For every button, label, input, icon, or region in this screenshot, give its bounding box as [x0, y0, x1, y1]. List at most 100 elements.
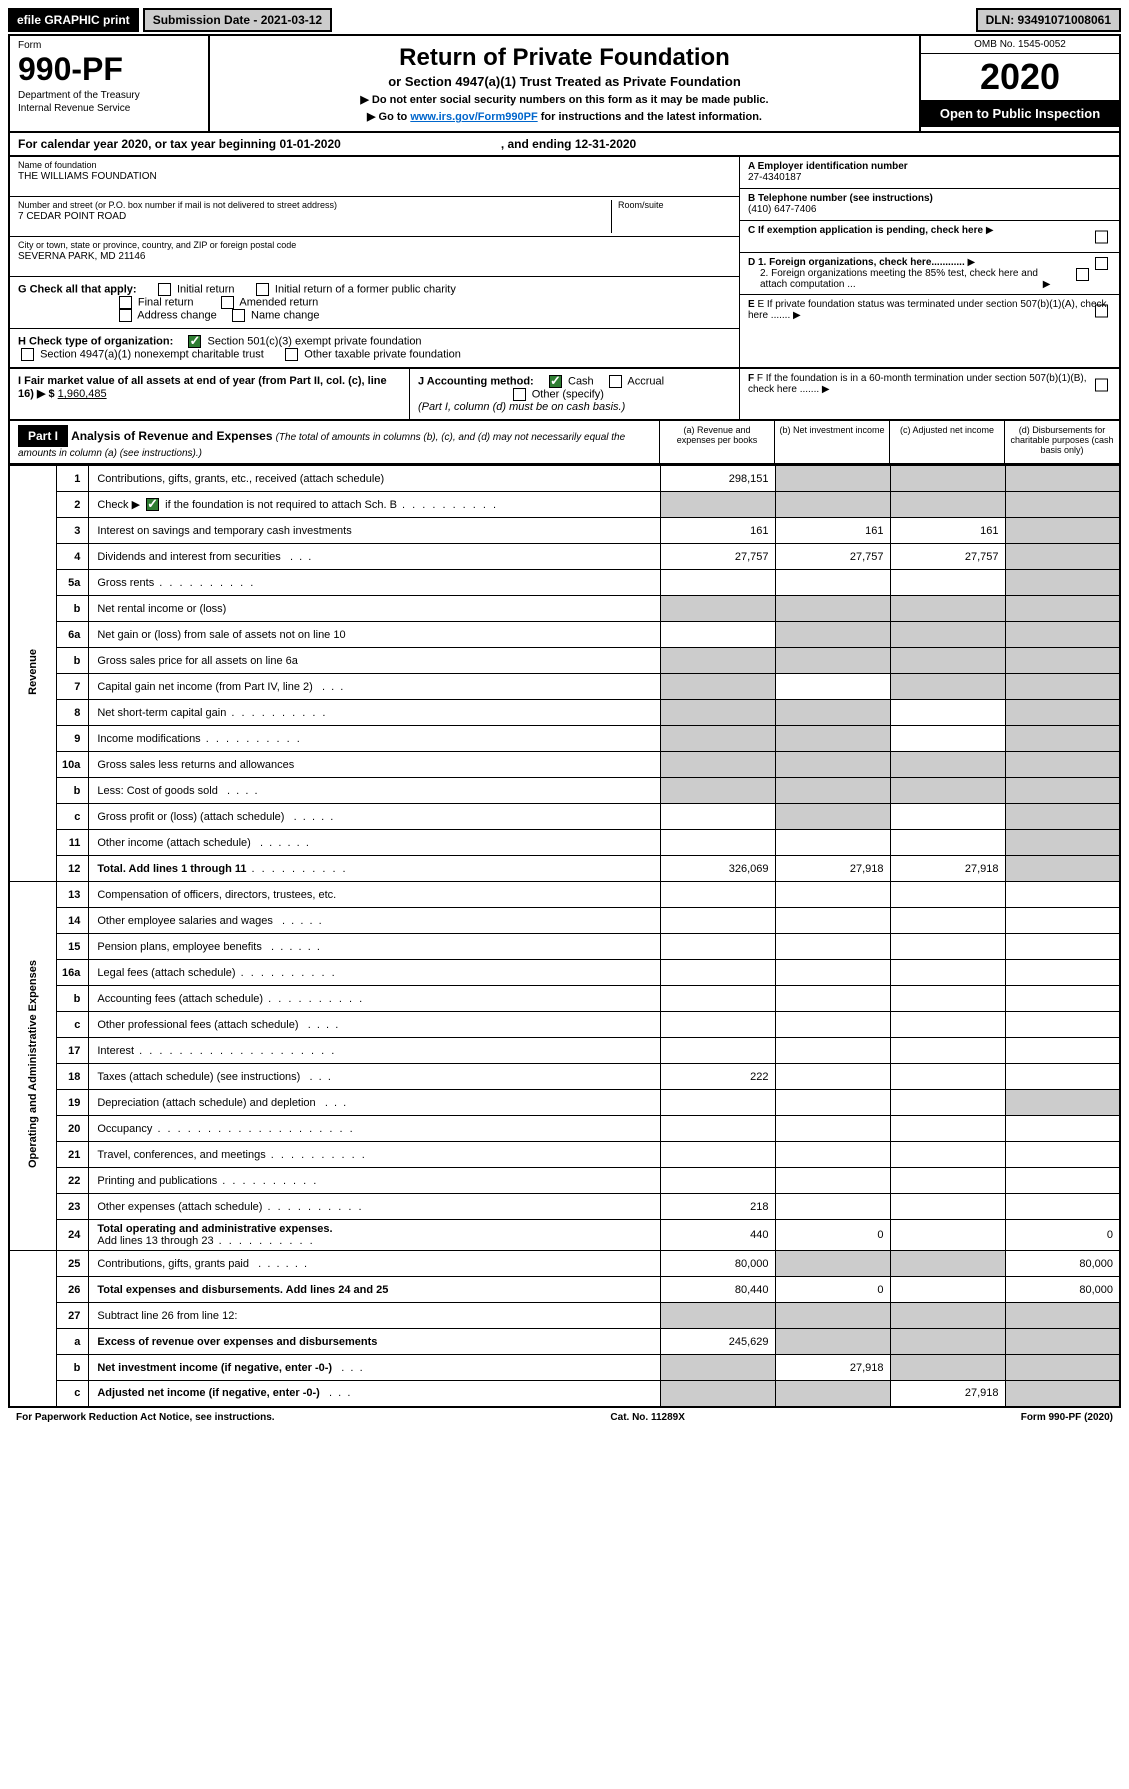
cell-d [1005, 1194, 1120, 1220]
cell-d [1005, 1012, 1120, 1038]
cell-a [660, 934, 775, 960]
accrual-checkbox[interactable] [609, 375, 622, 388]
f-checkbox[interactable] [1095, 379, 1108, 392]
row-desc: Total. Add lines 1 through 11 [89, 856, 660, 882]
table-row: 4 Dividends and interest from securities… [9, 544, 1120, 570]
ein-label: A Employer identification number [748, 161, 908, 172]
4947-checkbox[interactable] [21, 348, 34, 361]
row-desc: Gross rents [89, 570, 660, 596]
cell-b [775, 986, 890, 1012]
cell-d [1005, 674, 1120, 700]
row-desc: Interest on savings and temporary cash i… [89, 518, 660, 544]
501c3-checkbox[interactable] [188, 335, 201, 348]
cell-a [660, 830, 775, 856]
cell-b: 27,918 [775, 856, 890, 882]
form-label: Form [18, 40, 200, 51]
initial-former-label: Initial return of a former public charit… [275, 283, 456, 295]
row-desc: Subtract line 26 from line 12: [89, 1303, 660, 1329]
cell-d [1005, 804, 1120, 830]
e-checkbox[interactable] [1095, 305, 1108, 318]
main-table: Revenue 1 Contributions, gifts, grants, … [8, 465, 1121, 1408]
addr-change-label: Address change [137, 309, 217, 321]
dln: DLN: 93491071008061 [976, 8, 1121, 32]
cell-b: 27,757 [775, 544, 890, 570]
4947-label: Section 4947(a)(1) nonexempt charitable … [40, 348, 264, 360]
cell-a [660, 648, 775, 674]
cell-b [775, 882, 890, 908]
instructions-link[interactable]: www.irs.gov/Form990PF [410, 111, 537, 123]
cell-d [1005, 830, 1120, 856]
g-label: G Check all that apply: [18, 283, 137, 295]
j-label: J Accounting method: [418, 375, 534, 387]
cell-d [1005, 466, 1120, 492]
efile-button[interactable]: efile GRAPHIC print [8, 8, 139, 32]
cell-b [775, 700, 890, 726]
cell-b [775, 1251, 890, 1277]
initial-former-checkbox[interactable] [256, 283, 269, 296]
row-desc: Net gain or (loss) from sale of assets n… [89, 622, 660, 648]
cell-c [890, 570, 1005, 596]
row-desc: Accounting fees (attach schedule) [89, 986, 660, 1012]
cell-b [775, 1194, 890, 1220]
row-num: 5a [57, 570, 89, 596]
header-right: OMB No. 1545-0052 2020 Open to Public In… [919, 36, 1119, 131]
cell-b [775, 492, 890, 518]
cell-d: 80,000 [1005, 1251, 1120, 1277]
cell-a: 80,000 [660, 1251, 775, 1277]
cell-a [660, 1142, 775, 1168]
cell-d [1005, 1116, 1120, 1142]
name-label: Name of foundation [18, 160, 731, 170]
row-num: 2 [57, 492, 89, 518]
cell-a [660, 570, 775, 596]
addr-change-checkbox[interactable] [119, 309, 132, 322]
cell-b [775, 960, 890, 986]
final-return-checkbox[interactable] [119, 296, 132, 309]
c-box: C If exemption application is pending, c… [740, 221, 1119, 253]
other-taxable-checkbox[interactable] [285, 348, 298, 361]
footer-mid: Cat. No. 11289X [610, 1412, 684, 1423]
row-desc: Legal fees (attach schedule) [89, 960, 660, 986]
table-row: Operating and Administrative Expenses 13… [9, 882, 1120, 908]
cell-b: 0 [775, 1277, 890, 1303]
i-value: 1,960,485 [58, 388, 107, 400]
cash-checkbox[interactable] [549, 375, 562, 388]
col-b-header: (b) Net investment income [774, 421, 889, 463]
j-section: J Accounting method: Cash Accrual Other … [409, 369, 739, 419]
table-row: 23Other expenses (attach schedule)218 [9, 1194, 1120, 1220]
cell-b: 161 [775, 518, 890, 544]
cell-a [660, 674, 775, 700]
cell-d [1005, 1355, 1120, 1381]
name-change-checkbox[interactable] [232, 309, 245, 322]
d1-checkbox[interactable] [1095, 257, 1108, 270]
cell-b [775, 1116, 890, 1142]
cell-a: 27,757 [660, 544, 775, 570]
c-checkbox[interactable] [1095, 230, 1108, 243]
h-label: H Check type of organization: [18, 335, 173, 347]
row-desc: Interest [89, 1038, 660, 1064]
amended-checkbox[interactable] [221, 296, 234, 309]
cell-c [890, 1116, 1005, 1142]
cell-d [1005, 882, 1120, 908]
row-desc: Other professional fees (attach schedule… [89, 1012, 660, 1038]
cell-c: 27,918 [890, 856, 1005, 882]
part1-desc-cell: Part I Analysis of Revenue and Expenses … [10, 421, 659, 463]
table-row: 6a Net gain or (loss) from sale of asset… [9, 622, 1120, 648]
city-label: City or town, state or province, country… [18, 240, 731, 250]
cell-b [775, 1168, 890, 1194]
cell-c [890, 960, 1005, 986]
sch-b-checkbox[interactable] [146, 498, 159, 511]
cash-label: Cash [568, 375, 594, 387]
cell-c [890, 648, 1005, 674]
table-row: b Less: Cost of goods sold . . . . [9, 778, 1120, 804]
blank-side [9, 1251, 57, 1407]
cell-a [660, 1381, 775, 1407]
cell-a [660, 622, 775, 648]
table-row: cOther professional fees (attach schedul… [9, 1012, 1120, 1038]
row-desc: Pension plans, employee benefits . . . .… [89, 934, 660, 960]
other-checkbox[interactable] [513, 388, 526, 401]
d2-checkbox[interactable] [1076, 268, 1089, 281]
table-row: a Excess of revenue over expenses and di… [9, 1329, 1120, 1355]
initial-return-checkbox[interactable] [158, 283, 171, 296]
cell-c [890, 1277, 1005, 1303]
row-num: a [57, 1329, 89, 1355]
